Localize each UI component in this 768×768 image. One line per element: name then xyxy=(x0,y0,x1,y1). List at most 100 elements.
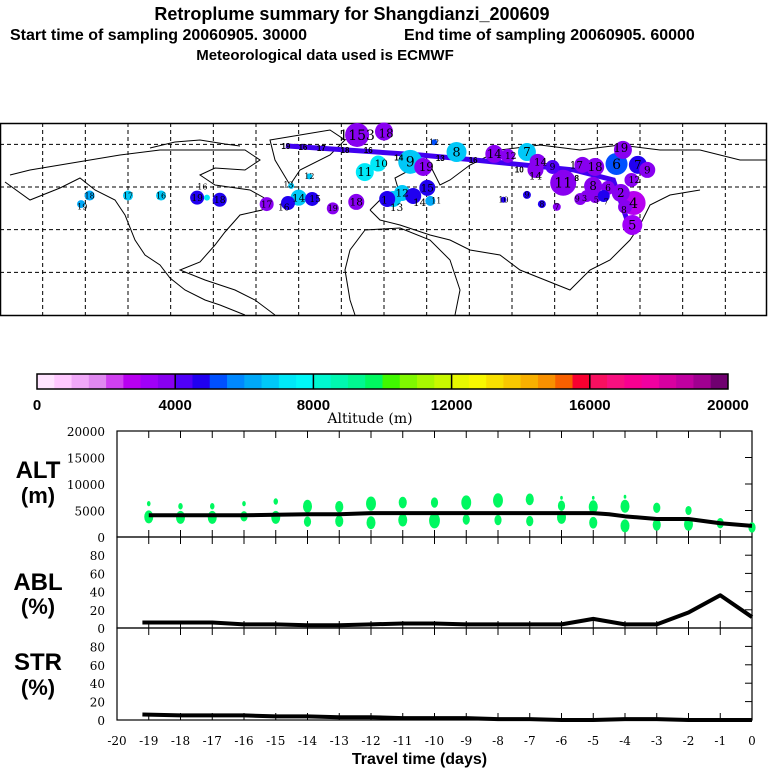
altitude-scatter-point xyxy=(429,512,440,529)
plume-marker xyxy=(611,183,630,202)
altitude-scatter-point xyxy=(462,514,470,525)
colorbar-swatch xyxy=(140,374,159,389)
altitude-colorbar xyxy=(36,373,729,390)
plume-marker xyxy=(156,190,167,201)
plume-marker xyxy=(305,191,320,206)
plume-marker xyxy=(597,189,610,202)
trajectory-day-label: 13 xyxy=(436,154,445,163)
trajectory-day-label: 16 xyxy=(469,156,478,165)
plume-marker xyxy=(613,140,632,159)
colorbar-swatch xyxy=(676,374,694,389)
altitude-scatter-point xyxy=(525,493,534,506)
plume-day-label: 16 xyxy=(278,203,290,213)
plume-marker xyxy=(574,192,587,205)
colorbar-swatch xyxy=(365,374,383,389)
altitude-scatter-point xyxy=(588,500,598,514)
y-tick-label: 40 xyxy=(90,677,105,691)
plume-marker xyxy=(281,196,295,210)
colorbar-swatch xyxy=(434,374,453,389)
plume-marker xyxy=(537,200,546,209)
x-tick-label: -16 xyxy=(234,734,253,748)
y-tick-label: 20 xyxy=(90,696,105,710)
panel-alt: 0 5000 10000 15000 20000 ALT(m) xyxy=(16,425,756,545)
colorbar-swatch xyxy=(555,374,574,389)
plume-day-label: 12 xyxy=(629,176,641,186)
colorbar-swatch xyxy=(382,374,401,389)
plume-marker xyxy=(370,155,387,172)
altitude-scatter-point xyxy=(176,510,185,524)
colorbar-swatch xyxy=(157,374,176,389)
x-tick-label: -19 xyxy=(139,734,158,748)
plume-marker xyxy=(545,159,560,174)
coast-eurasia-north xyxy=(369,144,766,211)
plume-day-label: 9 xyxy=(644,165,651,177)
plume-marker xyxy=(552,202,561,211)
plume-day-label: 19 xyxy=(613,141,628,155)
altitude-scatter-point xyxy=(560,495,563,500)
plume-markers xyxy=(77,122,656,235)
trajectory-day-label: 8 xyxy=(574,174,579,183)
plume-marker xyxy=(84,190,95,201)
coast-alaska-west xyxy=(4,177,246,316)
plume-day-label: 19 xyxy=(328,204,338,213)
plume-day-label: 8 xyxy=(539,200,544,209)
altitude-scatter-point xyxy=(589,516,598,529)
altitude-scatter-point xyxy=(335,515,344,527)
plume-day-label: 8 xyxy=(452,146,460,161)
plume-day-label: 19 xyxy=(419,160,434,174)
plume-marker xyxy=(425,195,436,206)
x-tick-label: -14 xyxy=(298,734,318,748)
colorbar-swatch xyxy=(175,374,193,389)
plume-day-label: 9 xyxy=(406,155,415,171)
plume-day-label: 9 xyxy=(550,163,556,173)
y-tick-label: 0 xyxy=(97,622,105,636)
plume-marker xyxy=(550,169,577,196)
colorbar-swatch xyxy=(658,374,677,389)
coast-arctic-islands xyxy=(149,139,241,149)
trajectory-day-label: 14 xyxy=(394,153,403,162)
x-tick-label: -11 xyxy=(393,734,412,748)
colorbar-swatch xyxy=(123,374,142,389)
plume-day-label: 15 xyxy=(421,182,434,194)
altitude-scatter-point xyxy=(207,510,217,524)
plume-marker xyxy=(517,143,536,162)
plume-day-label: 4 xyxy=(629,196,638,212)
colorbar-tick-label: 20000 xyxy=(707,397,749,414)
colorbar-swatch xyxy=(88,374,107,389)
plume-day-label: 8 xyxy=(621,206,627,216)
plume-day-label: 17 xyxy=(570,159,583,171)
plume-marker xyxy=(348,193,365,210)
colorbar-swatch xyxy=(261,374,280,389)
colorbar-swatch xyxy=(589,374,608,389)
altitude-scatter-point xyxy=(557,500,566,511)
plume-marker xyxy=(123,190,133,201)
colorbar-swatch xyxy=(192,374,211,389)
colorbar-swatch xyxy=(330,374,349,389)
plume-day-label: 3 xyxy=(582,194,587,203)
altitude-scatter-point xyxy=(242,501,246,507)
plume-day-label: 12 xyxy=(429,138,439,147)
trajectory-day-label: 10 xyxy=(515,165,524,174)
altitude-scatter-point xyxy=(461,495,472,510)
x-tick-label: -15 xyxy=(266,734,285,748)
plume-marker xyxy=(639,161,656,178)
colorbar-tick-label: 12000 xyxy=(431,397,473,414)
plume-marker xyxy=(622,214,643,235)
colorbar-frame xyxy=(36,373,729,390)
altitude-scatter-point xyxy=(652,518,661,531)
plume-day-label: 12 xyxy=(396,188,409,200)
y-tick-label: 20000 xyxy=(67,425,105,439)
altitude-scatter-point xyxy=(685,505,692,516)
plume-marker xyxy=(326,202,339,215)
plume-marker xyxy=(485,144,504,163)
colorbar-swatch xyxy=(624,374,643,389)
plume-day-label: 7 xyxy=(634,158,641,172)
plume-day-label: 14 xyxy=(413,197,427,209)
plume-day-label: 16 xyxy=(197,182,207,191)
plume-marker xyxy=(345,122,370,147)
plume-marker xyxy=(306,173,313,180)
panel-unit: (m) xyxy=(21,483,55,508)
altitude-scatter-point xyxy=(493,493,503,508)
x-axis-label: Travel time (days) xyxy=(352,751,487,768)
